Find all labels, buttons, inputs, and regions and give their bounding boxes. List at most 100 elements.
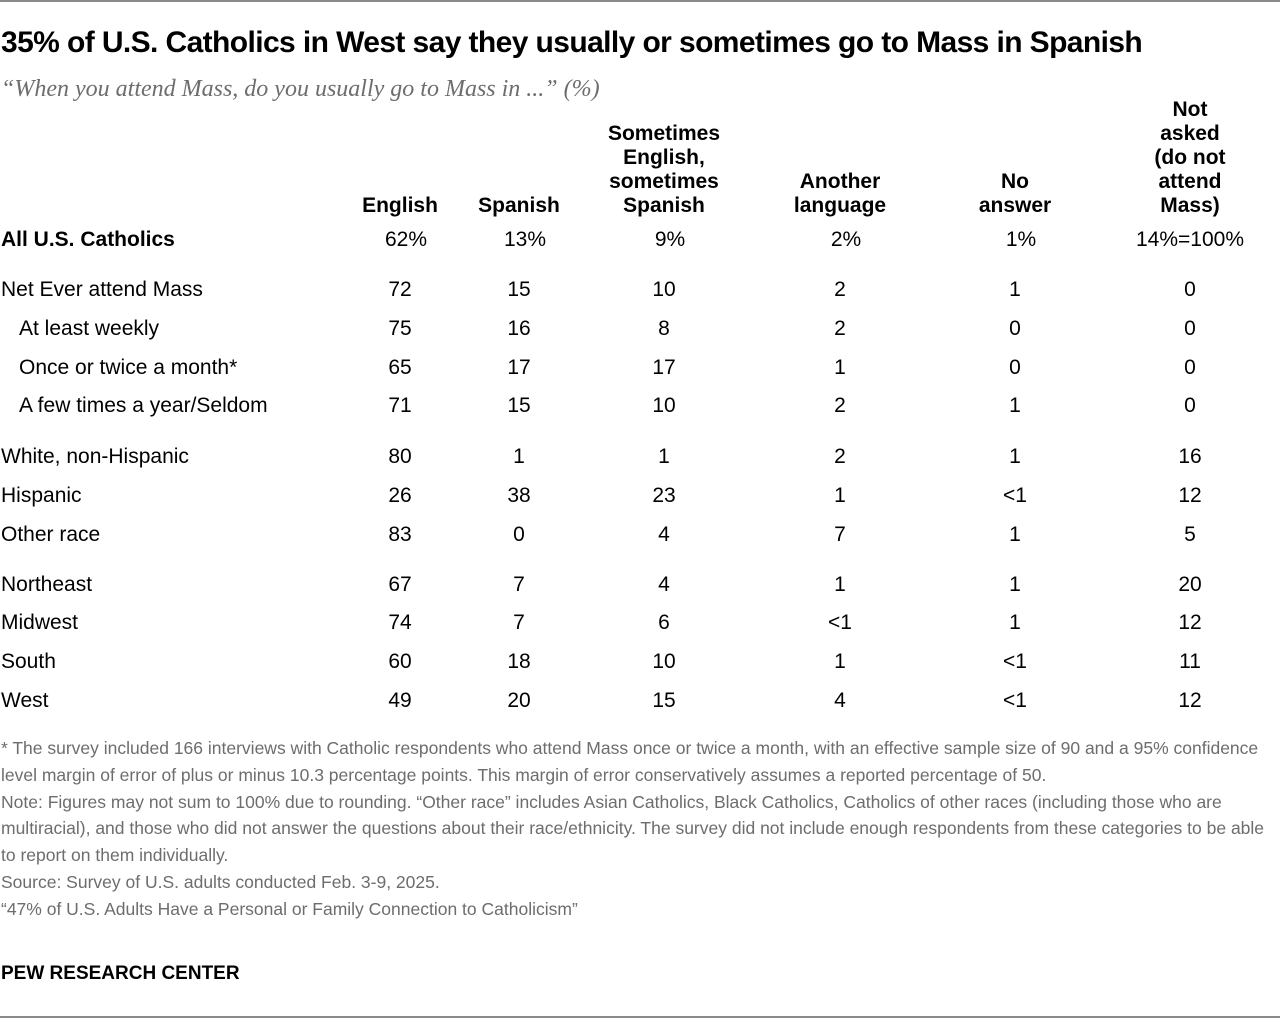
table-cell: 1 xyxy=(834,573,846,596)
table-cell: 7 xyxy=(834,523,846,546)
table-cell: 2 xyxy=(834,394,846,417)
table-row: Other race 83 0 4 7 1 5 xyxy=(0,523,1280,553)
row-label: Once or twice a month* xyxy=(19,356,238,379)
table-cell: <1 xyxy=(1003,689,1027,712)
table-cell: 9% xyxy=(654,228,686,251)
table-cell: 0 xyxy=(1184,394,1196,417)
table-cell: 60 xyxy=(388,650,412,673)
table-cell: 17 xyxy=(507,356,531,379)
table-cell: 12 xyxy=(1178,689,1202,712)
table-cell: 26 xyxy=(388,484,412,507)
table-cell: 4 xyxy=(834,689,846,712)
table-cell: 23 xyxy=(652,484,676,507)
table-cell: 14%=100% xyxy=(1135,228,1245,251)
column-header: English xyxy=(362,194,438,217)
footnote-note: Note: Figures may not sum to 100% due to… xyxy=(1,791,1265,866)
table-row: All U.S. Catholics 62% 13% 9% 2% 1% 14%=100% xyxy=(0,228,1280,258)
table-cell: 7 xyxy=(513,573,525,596)
table-cell: 12 xyxy=(1178,611,1202,634)
footnote-asterisk: * The survey included 166 interviews wit… xyxy=(1,738,1259,785)
table-cell: 18 xyxy=(507,650,531,673)
table-cell: <1 xyxy=(1003,484,1027,507)
row-label: A few times a year/Seldom xyxy=(19,394,268,417)
row-label: Northeast xyxy=(1,573,93,596)
column-header: Spanish xyxy=(478,194,560,217)
table-cell: <1 xyxy=(828,611,852,634)
table-cell: 8 xyxy=(658,317,670,340)
table-row: West 49 20 15 4 <1 12 xyxy=(0,689,1280,719)
table-cell: 10 xyxy=(652,394,676,417)
table-cell: 1 xyxy=(1009,573,1021,596)
table-cell: 2 xyxy=(834,445,846,468)
column-header: No answer xyxy=(978,170,1052,217)
table-cell: 83 xyxy=(388,523,412,546)
table-cell: 49 xyxy=(388,689,412,712)
table-row: Northeast 67 7 4 1 1 20 xyxy=(0,573,1280,603)
table-cell: 1 xyxy=(513,445,525,468)
table-cell: 2 xyxy=(834,278,846,301)
chart-subtitle: “When you attend Mass, do you usually go… xyxy=(1,76,600,102)
table-cell: 6 xyxy=(658,611,670,634)
footnote-source: Source: Survey of U.S. adults conducted … xyxy=(1,871,440,892)
table-cell: 65 xyxy=(388,356,412,379)
table-cell: 1 xyxy=(834,484,846,507)
row-label: Net Ever attend Mass xyxy=(1,278,203,301)
table-cell: 72 xyxy=(388,278,412,301)
table-cell: 15 xyxy=(652,689,676,712)
table-cell: 2 xyxy=(834,317,846,340)
table-cell: 1 xyxy=(658,445,670,468)
table-cell: 5 xyxy=(1184,523,1196,546)
table-cell: 10 xyxy=(652,650,676,673)
top-divider xyxy=(0,0,1280,2)
table-row: South 60 18 10 1 <1 11 xyxy=(0,650,1280,680)
row-label: Hispanic xyxy=(1,484,82,507)
table-cell: 11 xyxy=(1179,650,1201,673)
table-row: Net Ever attend Mass 72 15 10 2 1 0 xyxy=(0,278,1280,308)
row-label: Other race xyxy=(1,523,101,546)
table-cell: 0 xyxy=(513,523,525,546)
table-cell: 1 xyxy=(834,356,846,379)
table-cell: 1 xyxy=(1009,523,1021,546)
table-cell: 12 xyxy=(1178,484,1202,507)
table-cell: 71 xyxy=(388,394,412,417)
table-cell: 0 xyxy=(1009,317,1021,340)
table-row: Hispanic 26 38 23 1 <1 12 xyxy=(0,484,1280,514)
table-row: Midwest 74 7 6 <1 1 12 xyxy=(0,611,1280,641)
table-cell: <1 xyxy=(1003,650,1027,673)
table-cell: 15 xyxy=(507,394,531,417)
table-cell: 7 xyxy=(513,611,525,634)
table-cell: 38 xyxy=(507,484,531,507)
table-cell: 1 xyxy=(834,650,846,673)
table-cell: 0 xyxy=(1184,356,1196,379)
table-row: Once or twice a month* 65 17 17 1 0 0 xyxy=(0,356,1280,386)
table-cell: 67 xyxy=(388,573,412,596)
column-header: Sometimes English, sometimes Spanish xyxy=(607,122,721,217)
table-row: A few times a year/Seldom 71 15 10 2 1 0 xyxy=(0,394,1280,424)
table-cell: 1% xyxy=(1005,228,1037,251)
row-label: South xyxy=(1,650,56,673)
table-cell: 17 xyxy=(652,356,676,379)
table-cell: 10 xyxy=(652,278,676,301)
table-cell: 74 xyxy=(388,611,412,634)
table-cell: 2% xyxy=(830,228,862,251)
footnote-report: “47% of U.S. Adults Have a Personal or F… xyxy=(1,898,578,919)
row-label: West xyxy=(1,689,49,712)
table-cell: 1 xyxy=(1009,394,1021,417)
table-cell: 20 xyxy=(1178,573,1202,596)
table-cell: 75 xyxy=(388,317,412,340)
bottom-divider xyxy=(0,1016,1280,1018)
table-cell: 1 xyxy=(1009,611,1021,634)
row-label: All U.S. Catholics xyxy=(1,228,175,251)
footnotes: * The survey included 166 interviews wit… xyxy=(1,735,1276,923)
table-cell: 13% xyxy=(503,228,547,251)
table-cell: 1 xyxy=(1009,445,1021,468)
column-header: Another language xyxy=(793,170,887,217)
table-cell: 0 xyxy=(1009,356,1021,379)
table-cell: 15 xyxy=(507,278,531,301)
table-row: White, non-Hispanic 80 1 1 2 1 16 xyxy=(0,445,1280,475)
table-cell: 80 xyxy=(388,445,412,468)
table-cell: 1 xyxy=(1009,278,1021,301)
table-cell: 20 xyxy=(507,689,531,712)
table-row: At least weekly 75 16 8 2 0 0 xyxy=(0,317,1280,347)
row-label: At least weekly xyxy=(19,317,160,340)
